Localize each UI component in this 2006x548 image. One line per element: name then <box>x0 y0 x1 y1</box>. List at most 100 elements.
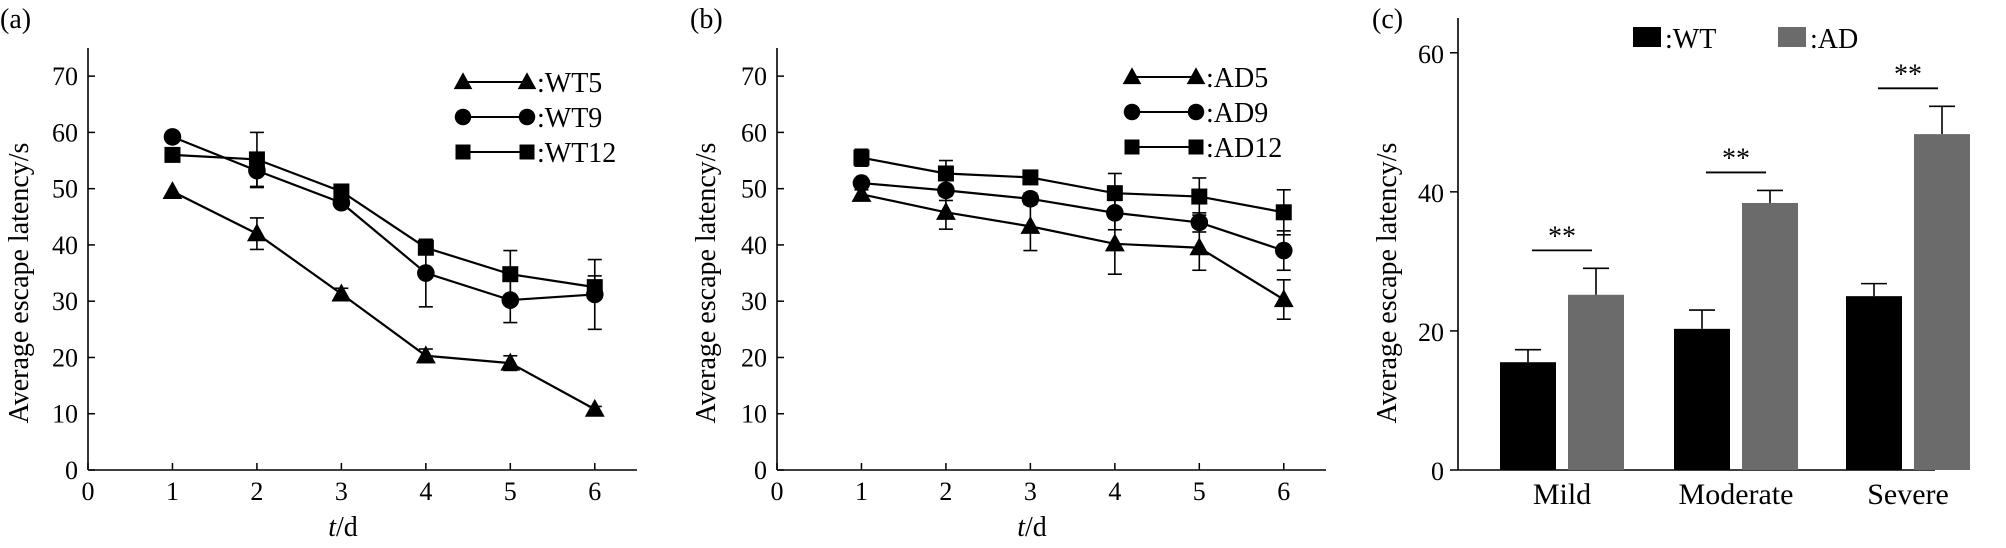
panel-c-bar <box>1742 202 1798 471</box>
panel-a-x-axis-title-italic: t <box>328 512 337 543</box>
panel-a-series-line <box>171 190 596 411</box>
panel-a-x-tick-label: 4 <box>419 477 432 506</box>
panel-b-y-axis-title: Average escape latency/s <box>691 143 722 424</box>
panel-a-point <box>248 151 265 168</box>
panel-a-point <box>247 223 267 242</box>
panel-c-significance-label: ** <box>1894 59 1922 90</box>
panel-a-y-tick-label: 40 <box>52 231 78 260</box>
panel-b-y-tick-label: 20 <box>741 343 767 372</box>
panel-b-point <box>936 201 956 220</box>
panel-c-significance-label: ** <box>1548 221 1576 252</box>
panel-c-category-label: Moderate <box>1679 478 1794 511</box>
panel-b-legend-marker <box>1188 139 1204 155</box>
panel-c-bar <box>1674 328 1730 470</box>
panel-b-point <box>1275 204 1292 221</box>
panel-c: (c) Average escape latency/s 0 20 40 60 Mild… <box>1372 4 1970 511</box>
panel-a-x-tick-label: 3 <box>335 477 348 506</box>
panel-a-legend-label: :WT12 <box>537 138 616 169</box>
panel-a-y-tick-label: 70 <box>52 62 78 91</box>
panel-a-point <box>501 291 520 309</box>
panel-a-legend-marker <box>453 72 473 90</box>
panel-a-legend-marker <box>454 108 472 126</box>
panel-a-y-tick-label: 60 <box>52 118 78 147</box>
panel-b-y-tick-label: 60 <box>741 118 767 147</box>
panel-a-y-tick-label: 50 <box>52 175 78 204</box>
panel-b-y-tick-label: 10 <box>741 400 767 429</box>
panel-a-point <box>417 264 435 282</box>
panel-b-point <box>937 165 954 182</box>
panel-b-point <box>852 174 871 192</box>
panel-b-legend-label: :AD9 <box>1206 98 1268 129</box>
panel-b-point <box>1022 169 1039 186</box>
panel-c-y-axis-title: Average escape latency/s <box>1372 143 1403 424</box>
panel-b-x-tick-label: 5 <box>1193 477 1206 506</box>
panel-a-point <box>331 283 352 302</box>
panel-b-y-tick-label: 50 <box>741 175 767 204</box>
panel-a-point <box>502 266 519 283</box>
panel-b-legend-marker <box>1124 139 1140 155</box>
panel-b-x-tick-label: 6 <box>1277 477 1290 506</box>
panel-b-point <box>853 149 870 166</box>
panel-b-point <box>1274 241 1293 260</box>
panel-c-y-tick-label: 20 <box>1418 318 1444 347</box>
panel-b-x-tick-label: 0 <box>771 477 784 506</box>
panel-b-series-line <box>861 156 1284 214</box>
panel-b-x-axis-title: t/d <box>1017 512 1047 543</box>
panel-b-point <box>1191 188 1208 205</box>
panel-a-x-tick-label: 1 <box>166 477 179 506</box>
panel-b-legend-marker <box>1122 67 1142 85</box>
panel-c-y-tick-label: 0 <box>1431 457 1444 486</box>
panel-a-y-tick-label: 10 <box>52 400 78 429</box>
panel-a-point <box>164 146 181 163</box>
panel-a-y-tick-label: 0 <box>65 456 78 485</box>
panel-b: (b) Average escape latency/s t/d 0102030… <box>690 4 1326 543</box>
panel-a-y-axis-title: Average escape latency/s <box>4 143 35 424</box>
panel-c-legend-label: :WT <box>1665 24 1716 55</box>
panel-a-x-tick-label: 5 <box>504 477 517 506</box>
panel-c-bar <box>1568 294 1624 470</box>
panel-a-series-line <box>172 153 595 289</box>
panel-c-label: (c) <box>1372 4 1403 35</box>
panel-a-legend-marker <box>518 108 536 126</box>
panel-c-y-tick-label: 40 <box>1418 179 1444 208</box>
panel-a-x-tick-label: 0 <box>82 477 95 506</box>
panel-a-legend-marker <box>519 144 535 160</box>
panel-c-legend-swatch <box>1633 27 1661 47</box>
panel-a-x-axis-title-unit: /d <box>336 512 358 543</box>
panel-b-y-tick-label: 70 <box>741 62 767 91</box>
panel-a-y-tick-label: 30 <box>52 287 78 316</box>
panel-b-legend-marker <box>1123 103 1141 121</box>
panel-a-legend-label: :WT9 <box>537 103 602 134</box>
panel-b-point <box>1189 237 1210 256</box>
panel-b-x-tick-label: 1 <box>855 477 868 506</box>
panel-a-point <box>162 181 183 200</box>
panel-b-point <box>851 183 872 202</box>
panel-a-point <box>415 345 436 364</box>
panel-c-legend-swatch <box>1778 27 1806 47</box>
panel-c-y-tick-label: 60 <box>1418 40 1444 69</box>
panel-a-x-tick-label: 2 <box>250 477 263 506</box>
panel-b-legend-label: :AD5 <box>1206 63 1268 94</box>
panel-a: (a) Average escape latency/s t/d 0102030… <box>0 4 637 543</box>
panel-b-y-tick-label: 0 <box>754 456 767 485</box>
panel-b-x-axis-title-italic: t <box>1017 512 1026 543</box>
panel-b-x-tick-label: 3 <box>1024 477 1037 506</box>
panel-b-legend-marker <box>1186 67 1206 85</box>
panel-c-legend-label: :AD <box>1810 24 1858 55</box>
panel-a-point <box>163 128 182 146</box>
panel-c-category-label: Severe <box>1867 478 1949 511</box>
panel-c-significance-label: ** <box>1722 143 1750 174</box>
panel-b-point <box>1106 185 1123 202</box>
panel-a-legend-marker <box>455 144 471 160</box>
panel-c-bar <box>1914 134 1970 471</box>
panel-a-legend-marker <box>517 72 537 90</box>
panel-b-y-tick-label: 30 <box>741 287 767 316</box>
panel-b-series-line <box>861 193 1285 301</box>
panel-a-legend-label: :WT5 <box>537 68 602 99</box>
panel-b-legend-marker <box>1187 103 1205 121</box>
panel-c-bar <box>1846 296 1902 470</box>
panel-a-x-tick-label: 6 <box>588 477 601 506</box>
panel-a-point <box>586 279 603 296</box>
panel-a-x-axis-title: t/d <box>328 512 358 543</box>
panel-b-point <box>1020 215 1041 234</box>
